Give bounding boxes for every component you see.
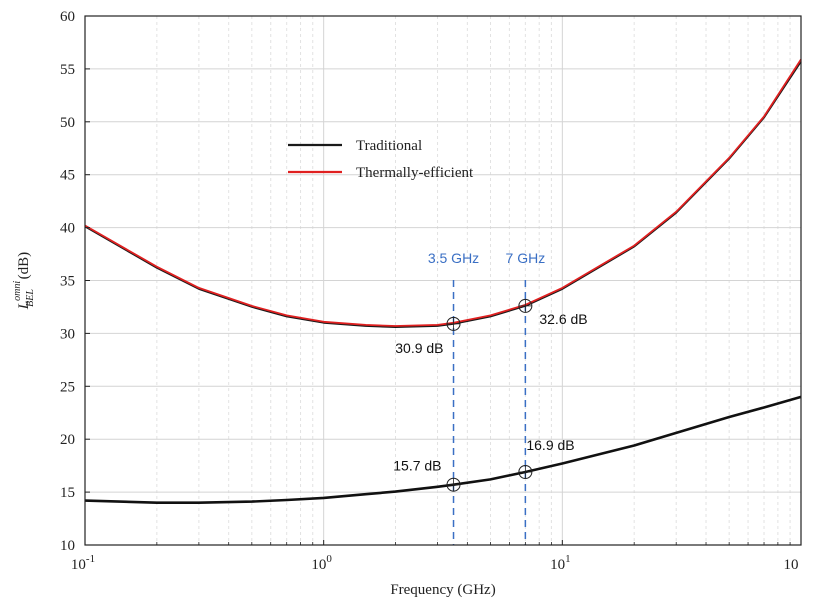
y-tick-label: 45 [60,168,75,184]
legend-label: Traditional [356,138,422,154]
x-axis-label: Frequency (GHz) [390,582,495,598]
y-tick-label: 25 [60,379,75,395]
marker-label: 15.7 dB [393,458,441,474]
reference-line-label: 7 GHz [506,250,546,266]
y-tick-label: 55 [60,62,75,78]
y-tick-label: 35 [60,274,75,290]
y-axis-label-group: Lomni BEL (dB) [12,252,36,310]
marker-label: 32.6 dB [539,311,587,327]
marker-label: 16.9 dB [526,437,574,453]
reference-line-label: 3.5 GHz [428,250,479,266]
x-tick-label: 100 [311,553,332,573]
series-group [84,58,802,504]
grid [85,16,801,545]
legend: Traditional Thermally-efficient [288,138,474,181]
legend-label: Thermally-efficient [356,165,474,181]
y-tick-label: 60 [60,9,75,25]
marker-group: 30.9 dB 32.6 dB 15.7 dB 16.9 dB [393,298,588,492]
series-line [84,58,802,327]
y-tick-label: 10 [60,538,75,554]
y-tick-label: 30 [60,326,75,342]
y-tick-label: 50 [60,115,75,131]
x-tick-label: 10-1 [71,553,95,573]
axes: 10 15 20 25 30 35 40 45 50 55 60 10-1 100 101 10 Freque… [12,9,802,598]
x-tick-label: 10 [784,557,799,573]
x-tick-label: 101 [550,553,571,573]
series-line [84,395,802,504]
y-tick-label: 15 [60,485,75,501]
reference-lines: 3.5 GHz 7 GHz [428,250,545,545]
y-tick-label: 40 [60,221,75,237]
y-axis-label: Lomni BEL (dB) [12,252,36,310]
y-tick-label: 20 [60,432,75,448]
marker-label: 30.9 dB [395,340,443,356]
